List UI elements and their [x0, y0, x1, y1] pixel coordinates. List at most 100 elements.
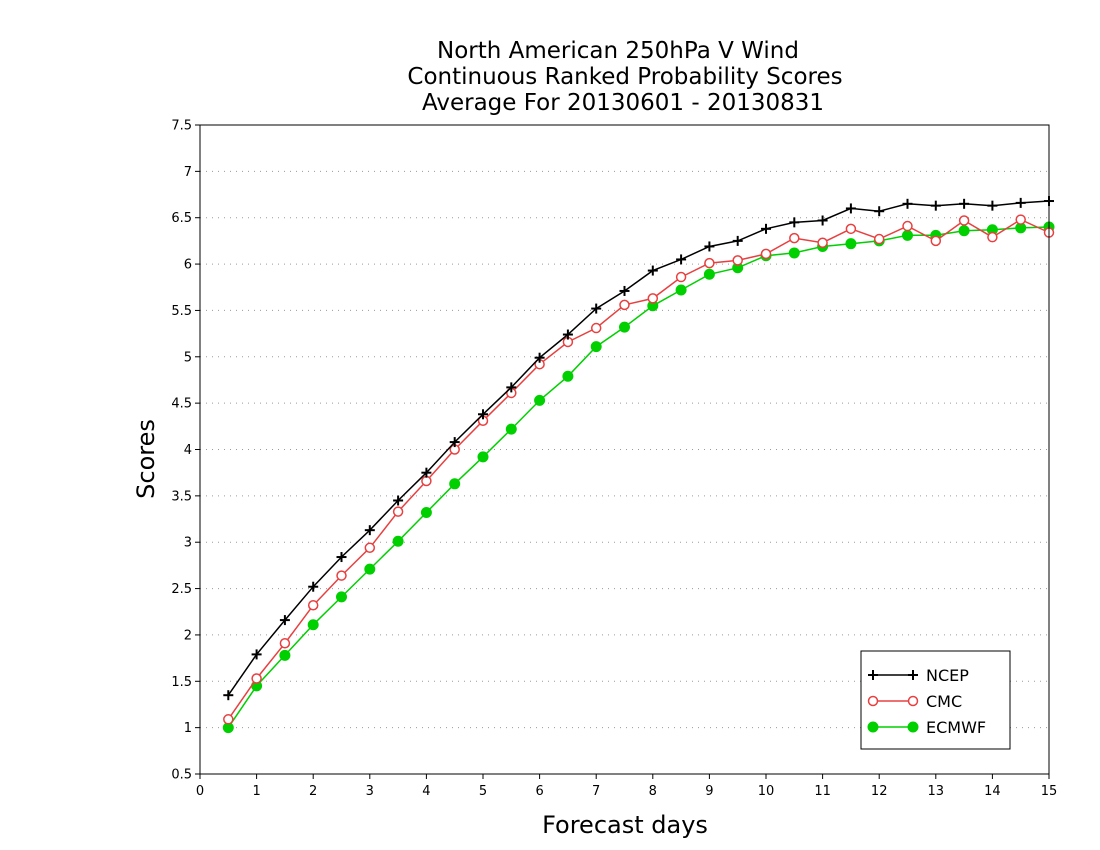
data-point-ncep [591, 303, 602, 314]
data-point-ncep [279, 615, 290, 626]
x-tick-label: 14 [984, 784, 1001, 799]
legend-label-ncep: NCEP [926, 666, 969, 685]
x-tick-label: 15 [1041, 784, 1058, 799]
data-point-ecmwf [279, 649, 291, 661]
data-point-ecmwf [590, 341, 602, 353]
data-point-ncep [421, 467, 432, 478]
y-tick-label: 5 [184, 350, 192, 365]
legend-label-ecmwf: ECMWF [926, 718, 986, 737]
data-point-ecmwf [505, 423, 517, 435]
data-point-cmc [279, 638, 291, 649]
data-point-ncep [478, 409, 488, 420]
data-point-cmc [647, 293, 659, 304]
data-point-cmc [364, 542, 376, 554]
series [222, 196, 1055, 734]
data-point-cmc [958, 215, 970, 226]
legend: NCEP CMC ECMWF [860, 650, 1011, 750]
data-point-ecmwf [307, 619, 319, 631]
data-point-cmc [336, 570, 347, 581]
x-tick-label: 10 [758, 784, 775, 799]
data-point-ncep [789, 217, 800, 228]
data-point-ecmwf [336, 591, 347, 603]
legend-item-ncep: NCEP [868, 666, 969, 685]
data-point-ncep [619, 285, 630, 296]
data-point-cmc [845, 223, 857, 235]
x-tick-label: 6 [535, 784, 543, 799]
data-point-ncep [364, 525, 375, 536]
legend-marker-ncep [868, 670, 878, 680]
x-tick-label: 13 [928, 784, 945, 799]
data-point-cmc [1015, 214, 1026, 225]
data-point-cmc [421, 475, 432, 487]
data-point-ncep [732, 235, 743, 246]
data-point-ecmwf [619, 321, 630, 333]
x-tick-label: 11 [814, 784, 831, 799]
x-tick-label: 2 [309, 784, 317, 799]
y-tick-label: 2 [184, 628, 192, 643]
x-tick-label: 3 [366, 784, 374, 799]
y-tick-label: 3 [184, 536, 192, 551]
x-tick-label: 9 [705, 784, 713, 799]
data-point-ncep [562, 329, 573, 340]
x-tick-label: 0 [196, 784, 204, 799]
data-point-cmc [704, 257, 715, 269]
data-point-ncep [761, 223, 771, 234]
data-point-ncep [223, 690, 234, 701]
data-point-cmc [223, 714, 234, 725]
legend-box [860, 650, 1011, 750]
x-tick-label: 5 [479, 784, 487, 799]
series-cmc [223, 214, 1055, 725]
legend-marker-ecmwf [867, 721, 879, 733]
series-line-cmc [227, 218, 1050, 720]
data-point-ecmwf [958, 225, 970, 237]
data-point-ecmwf [845, 238, 857, 250]
chart-title: North American 250hPa V Wind Continuous … [407, 38, 842, 116]
data-point-cmc [251, 673, 262, 684]
y-tick-label: 5.5 [171, 304, 192, 319]
x-tick-label: 4 [422, 784, 430, 799]
data-point-ecmwf [902, 229, 913, 241]
y-tick-label: 7.5 [171, 119, 192, 134]
data-point-ecmwf [534, 394, 546, 406]
data-point-ecmwf [675, 284, 687, 296]
data-point-ncep [1015, 197, 1026, 208]
legend-marker-cmc [867, 695, 879, 707]
data-point-cmc [760, 248, 772, 260]
chart-title-line-1: North American 250hPa V Wind [437, 38, 799, 64]
x-tick-label: 12 [871, 784, 888, 799]
axes: 0.511.522.533.544.555.566.577.50 1 2 3 4 5 6 7 8… [171, 119, 1057, 800]
data-point-cmc [619, 299, 630, 311]
chart-title-line-3: Average For 20130601 - 20130831 [422, 90, 824, 116]
data-point-cmc [817, 237, 828, 248]
y-tick-label: 2.5 [171, 582, 192, 597]
legend-item-ecmwf: ECMWF [867, 718, 986, 737]
y-axis-label: Scores [132, 419, 160, 499]
y-tick-label: 1 [184, 721, 192, 736]
data-point-ecmwf [364, 563, 376, 575]
y-tick-label: 0.5 [171, 768, 192, 783]
data-point-ncep [336, 552, 347, 563]
data-point-ecmwf [703, 268, 715, 280]
series-ncep [223, 196, 1054, 701]
data-point-ecmwf [449, 478, 461, 490]
data-point-ncep [959, 198, 970, 209]
x-tick-label: 1 [252, 784, 260, 799]
data-point-cmc [732, 255, 743, 266]
data-point-ncep [449, 437, 460, 448]
x-tick-label: 8 [649, 784, 657, 799]
y-tick-label: 4.5 [171, 397, 192, 412]
data-point-ncep [930, 200, 941, 211]
y-tick-label: 6.5 [171, 211, 192, 226]
legend-item-cmc: CMC [867, 692, 962, 711]
data-point-ncep [902, 198, 913, 209]
y-tick-label: 4 [184, 443, 192, 458]
data-point-ecmwf [562, 370, 574, 382]
x-axis-label: Forecast days [542, 811, 708, 839]
data-point-ecmwf [477, 451, 489, 463]
data-point-cmc [590, 322, 602, 334]
data-point-ncep [534, 352, 545, 363]
y-tick-label: 7 [184, 165, 192, 180]
legend-marker-ecmwf [907, 721, 919, 733]
data-point-cmc [675, 271, 687, 283]
data-point-ecmwf [392, 535, 404, 547]
